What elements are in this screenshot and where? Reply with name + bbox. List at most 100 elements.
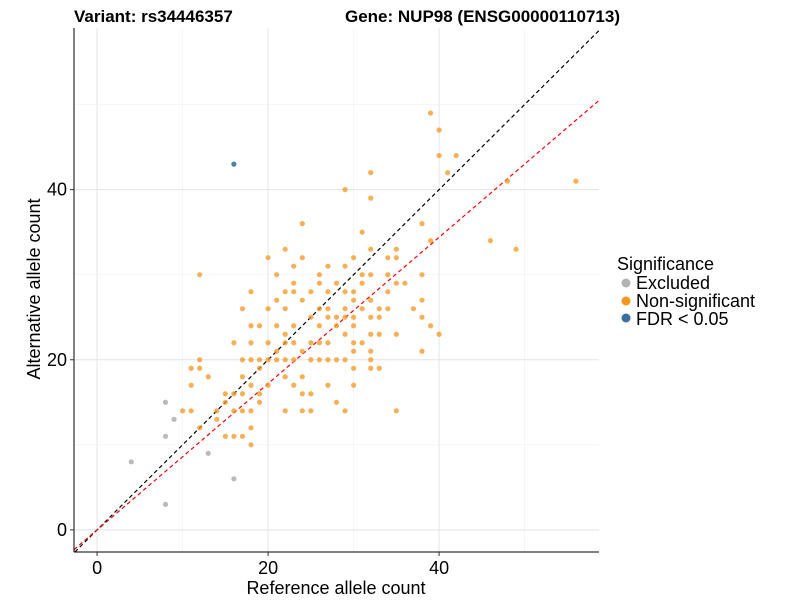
data-points <box>128 110 579 507</box>
point-non-significant <box>274 323 280 329</box>
point-non-significant <box>239 391 246 397</box>
point-non-significant <box>368 314 374 320</box>
x-axis-label: Reference allele count <box>246 578 425 598</box>
point-non-significant <box>291 323 297 329</box>
point-non-significant <box>342 187 348 193</box>
point-non-significant <box>325 263 331 269</box>
point-non-significant <box>393 255 399 261</box>
point-non-significant <box>316 357 322 363</box>
point-non-significant <box>265 382 271 388</box>
point-non-significant <box>393 331 399 337</box>
identity-line <box>74 30 600 553</box>
chart-title-variant: Variant: rs34446357 <box>74 7 233 26</box>
point-non-significant <box>436 331 442 337</box>
point-non-significant <box>325 357 331 363</box>
point-non-significant <box>308 340 314 346</box>
point-non-significant <box>351 297 357 303</box>
point-non-significant <box>282 289 288 295</box>
point-non-significant <box>368 297 374 303</box>
y-tick-label: 20 <box>47 350 67 370</box>
point-non-significant <box>179 408 186 414</box>
point-non-significant <box>265 306 271 312</box>
point-non-significant <box>385 272 391 278</box>
legend: Significance Excluded Non-significant FD… <box>617 254 755 329</box>
point-non-significant <box>291 263 297 269</box>
point-non-significant <box>299 374 305 380</box>
point-non-significant <box>342 357 348 363</box>
point-non-significant <box>359 272 365 278</box>
point-non-significant <box>188 408 194 414</box>
point-non-significant <box>342 289 348 295</box>
point-non-significant <box>573 178 579 184</box>
point-non-significant <box>402 280 408 286</box>
point-non-significant <box>282 340 288 346</box>
point-non-significant <box>248 425 254 431</box>
point-non-significant <box>248 382 254 388</box>
point-non-significant <box>351 348 357 354</box>
point-non-significant <box>308 357 314 363</box>
point-non-significant <box>385 306 391 312</box>
x-tick-label: 20 <box>258 558 278 578</box>
point-non-significant <box>325 382 331 388</box>
point-non-significant <box>393 246 399 252</box>
point-non-significant <box>453 152 459 159</box>
point-non-significant <box>342 314 348 320</box>
y-axis-label: Alternative allele count <box>24 198 44 379</box>
point-non-significant <box>316 323 322 329</box>
point-non-significant <box>248 323 254 329</box>
point-non-significant <box>368 357 374 363</box>
point-non-significant <box>351 323 357 329</box>
grid-lines <box>74 28 599 552</box>
point-non-significant <box>351 289 357 295</box>
point-non-significant <box>359 229 365 235</box>
point-non-significant <box>427 323 434 329</box>
point-non-significant <box>325 314 331 320</box>
point-non-significant <box>299 408 305 414</box>
point-non-significant <box>299 297 305 303</box>
axes: 0 20 40 0 20 40 <box>47 28 599 578</box>
point-non-significant <box>419 297 425 303</box>
point-non-significant <box>248 442 254 448</box>
point-non-significant <box>359 280 365 286</box>
point-non-significant <box>239 433 246 439</box>
point-non-significant <box>376 331 382 337</box>
point-non-significant <box>239 374 246 380</box>
point-non-significant <box>410 306 417 312</box>
point-non-significant <box>274 272 280 278</box>
point-non-significant <box>333 323 340 329</box>
point-non-significant <box>291 340 297 346</box>
point-non-significant <box>393 408 399 414</box>
point-non-significant <box>393 280 399 286</box>
legend-swatch-excluded <box>621 278 631 288</box>
point-non-significant <box>342 263 348 269</box>
point-non-significant <box>316 280 322 286</box>
point-non-significant <box>274 297 280 303</box>
y-tick-label: 0 <box>57 520 67 540</box>
point-non-significant <box>325 340 331 346</box>
point-non-significant <box>333 280 340 286</box>
x-tick-label: 40 <box>429 558 449 578</box>
point-non-significant <box>231 340 237 346</box>
point-non-significant <box>248 357 254 363</box>
point-non-significant <box>342 306 348 312</box>
point-non-significant <box>351 314 357 320</box>
point-non-significant <box>368 195 374 201</box>
point-non-significant <box>325 306 331 312</box>
point-non-significant <box>342 408 348 414</box>
point-non-significant <box>282 331 288 337</box>
point-non-significant <box>222 391 228 397</box>
point-non-significant <box>376 306 382 312</box>
point-non-significant <box>205 374 211 380</box>
point-non-significant <box>376 314 382 320</box>
point-non-significant <box>368 348 374 354</box>
point-non-significant <box>419 314 425 320</box>
point-non-significant <box>351 255 357 261</box>
point-non-significant <box>256 323 263 329</box>
legend-label-non-significant: Non-significant <box>636 291 755 311</box>
point-non-significant <box>299 348 305 354</box>
point-excluded <box>162 399 169 405</box>
point-non-significant <box>427 110 434 116</box>
point-non-significant <box>274 357 280 363</box>
point-non-significant <box>351 340 357 346</box>
